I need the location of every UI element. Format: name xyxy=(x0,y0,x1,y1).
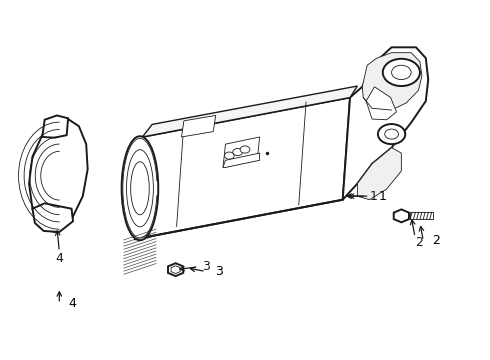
Ellipse shape xyxy=(126,150,153,227)
Circle shape xyxy=(240,146,250,153)
Polygon shape xyxy=(135,98,350,239)
Polygon shape xyxy=(168,263,183,276)
Ellipse shape xyxy=(131,162,149,215)
Text: 3: 3 xyxy=(215,265,222,278)
Circle shape xyxy=(392,65,411,80)
Polygon shape xyxy=(357,148,401,200)
Ellipse shape xyxy=(122,136,158,240)
Text: 1: 1 xyxy=(378,190,386,203)
Polygon shape xyxy=(362,53,422,110)
Text: 4: 4 xyxy=(55,252,63,265)
Circle shape xyxy=(224,152,234,159)
Polygon shape xyxy=(223,153,260,167)
Polygon shape xyxy=(143,86,357,137)
Text: 1: 1 xyxy=(369,190,377,203)
Polygon shape xyxy=(181,116,216,137)
Text: 4: 4 xyxy=(68,297,76,310)
Polygon shape xyxy=(223,137,260,167)
Polygon shape xyxy=(29,120,88,232)
Circle shape xyxy=(233,148,243,156)
Text: 2: 2 xyxy=(432,234,440,247)
Polygon shape xyxy=(42,116,68,138)
Polygon shape xyxy=(343,47,428,200)
Text: 3: 3 xyxy=(202,260,210,273)
Polygon shape xyxy=(394,210,409,222)
Polygon shape xyxy=(410,212,433,220)
Text: 2: 2 xyxy=(415,236,423,249)
Circle shape xyxy=(385,129,398,139)
Polygon shape xyxy=(171,266,180,274)
Circle shape xyxy=(378,124,405,144)
Polygon shape xyxy=(366,87,396,120)
Circle shape xyxy=(383,59,420,86)
Polygon shape xyxy=(32,203,73,232)
